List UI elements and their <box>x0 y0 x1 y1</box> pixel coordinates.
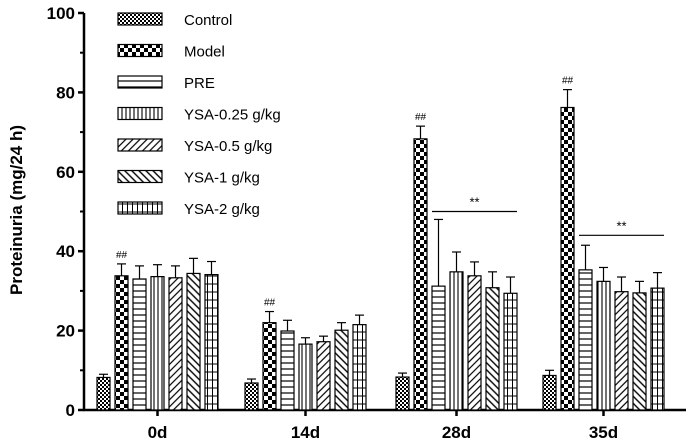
bar-ysa-0-25-g-kg-14d <box>298 343 313 411</box>
y-tick-label: 40 <box>56 242 75 261</box>
significance-mark-model: ## <box>116 250 128 261</box>
bar-ysa-2-g-kg-35d <box>650 287 665 411</box>
legend-label: YSA-0.5 g/kg <box>184 138 272 155</box>
bar-control-0d <box>96 376 111 411</box>
legend-label: YSA-0.25 g/kg <box>184 107 281 124</box>
bar-pre-14d <box>280 330 295 411</box>
legend-label: PRE <box>184 75 215 92</box>
bar-control-35d <box>542 374 557 411</box>
x-category-label: 35d <box>589 423 618 442</box>
bar-ysa-2-g-kg-14d <box>352 324 367 411</box>
x-category-label: 14d <box>291 423 320 442</box>
bar-ysa-1-g-kg-35d <box>632 292 647 411</box>
y-tick-label: 0 <box>66 401 75 420</box>
bar-ysa-0-25-g-kg-35d <box>596 280 611 411</box>
bars <box>96 89 665 411</box>
bar-ysa-1-g-kg-28d <box>485 287 500 411</box>
bar-ysa-0-5-g-kg-14d <box>316 341 331 411</box>
bar-ysa-0-5-g-kg-28d <box>467 275 482 411</box>
significance-mark-treatment: ** <box>469 195 479 210</box>
significance-mark-model: ## <box>415 112 427 123</box>
bar-pre-35d <box>578 269 593 411</box>
legend-swatch <box>117 75 163 89</box>
legend-swatch <box>117 138 163 152</box>
annotations: ## ## ## ## ** ** <box>116 76 664 309</box>
x-category-label: 0d <box>148 423 168 442</box>
x-category-label: 28d <box>442 423 471 442</box>
bar-ysa-2-g-kg-28d <box>503 292 518 411</box>
y-axis-label: Proteinuria (mg/24 h) <box>7 125 26 295</box>
y-tick-label: 80 <box>56 83 75 102</box>
bar-model-14d <box>262 322 277 411</box>
bar-ysa-0-25-g-kg-0d <box>150 276 165 411</box>
legend-label: Model <box>184 44 225 61</box>
legend-label: YSA-2 g/kg <box>184 201 260 218</box>
bar-pre-0d <box>132 278 147 411</box>
y-tick-label: 20 <box>56 322 75 341</box>
bar-ysa-0-25-g-kg-28d <box>449 271 464 411</box>
bar-ysa-2-g-kg-0d <box>204 274 219 411</box>
bar-model-0d <box>114 275 129 411</box>
legend-label: Control <box>184 12 232 29</box>
y-tick-label: 60 <box>56 163 75 182</box>
axes: 0 20 40 60 80 100 0d 14d 28d 35d <box>47 4 686 442</box>
significance-mark-model: ## <box>264 298 276 309</box>
legend-label: YSA-1 g/kg <box>184 170 260 187</box>
bar-control-14d <box>244 382 259 411</box>
legend-swatch <box>117 201 163 215</box>
bar-ysa-1-g-kg-14d <box>334 329 349 411</box>
bar-ysa-0-5-g-kg-0d <box>168 277 183 411</box>
legend-swatch <box>117 106 163 121</box>
bar-model-35d <box>560 106 575 411</box>
legend: Control Model PRE YSA-0.25 g/kg YSA-0.5 g/kg… <box>117 12 281 218</box>
legend-swatch <box>117 43 163 58</box>
bar-model-28d <box>413 138 428 411</box>
bar-pre-28d <box>431 285 446 411</box>
bar-control-28d <box>395 376 410 411</box>
bar-ysa-0-5-g-kg-35d <box>614 291 629 411</box>
y-tick-label: 100 <box>47 4 75 23</box>
legend-swatch <box>117 169 163 184</box>
legend-swatch <box>117 12 163 26</box>
significance-mark-treatment: ** <box>616 218 626 233</box>
bar-ysa-1-g-kg-0d <box>186 272 201 411</box>
significance-mark-model: ## <box>562 76 574 87</box>
